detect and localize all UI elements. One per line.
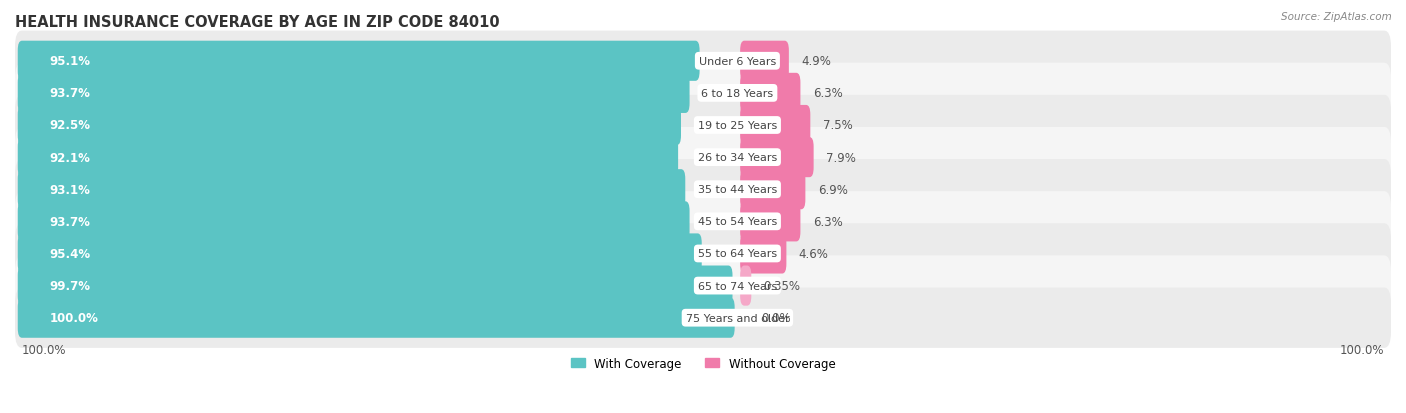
Text: 7.5%: 7.5% bbox=[823, 119, 852, 132]
Text: 26 to 34 Years: 26 to 34 Years bbox=[697, 153, 778, 163]
Text: 55 to 64 Years: 55 to 64 Years bbox=[697, 249, 778, 259]
Text: 0.0%: 0.0% bbox=[761, 311, 790, 325]
Text: 45 to 54 Years: 45 to 54 Years bbox=[697, 217, 778, 227]
FancyBboxPatch shape bbox=[18, 106, 681, 146]
FancyBboxPatch shape bbox=[740, 234, 786, 274]
FancyBboxPatch shape bbox=[15, 192, 1391, 252]
FancyBboxPatch shape bbox=[15, 64, 1391, 124]
Text: HEALTH INSURANCE COVERAGE BY AGE IN ZIP CODE 84010: HEALTH INSURANCE COVERAGE BY AGE IN ZIP … bbox=[15, 15, 499, 30]
Text: 93.7%: 93.7% bbox=[49, 87, 90, 100]
FancyBboxPatch shape bbox=[740, 202, 800, 242]
FancyBboxPatch shape bbox=[740, 138, 814, 178]
Text: Under 6 Years: Under 6 Years bbox=[699, 57, 776, 66]
FancyBboxPatch shape bbox=[740, 106, 810, 146]
Text: 92.5%: 92.5% bbox=[49, 119, 90, 132]
Text: 19 to 25 Years: 19 to 25 Years bbox=[697, 121, 778, 131]
Text: 4.6%: 4.6% bbox=[799, 247, 828, 260]
Text: 0.35%: 0.35% bbox=[763, 280, 800, 292]
Legend: With Coverage, Without Coverage: With Coverage, Without Coverage bbox=[565, 352, 841, 375]
FancyBboxPatch shape bbox=[18, 138, 678, 178]
Text: 6.3%: 6.3% bbox=[813, 215, 842, 228]
FancyBboxPatch shape bbox=[18, 74, 689, 114]
FancyBboxPatch shape bbox=[18, 42, 700, 82]
Text: 6 to 18 Years: 6 to 18 Years bbox=[702, 89, 773, 99]
FancyBboxPatch shape bbox=[15, 31, 1391, 92]
FancyBboxPatch shape bbox=[15, 95, 1391, 156]
FancyBboxPatch shape bbox=[15, 256, 1391, 316]
Text: 93.7%: 93.7% bbox=[49, 215, 90, 228]
FancyBboxPatch shape bbox=[15, 224, 1391, 284]
Text: 100.0%: 100.0% bbox=[22, 343, 66, 356]
Text: 6.3%: 6.3% bbox=[813, 87, 842, 100]
FancyBboxPatch shape bbox=[18, 202, 689, 242]
Text: Source: ZipAtlas.com: Source: ZipAtlas.com bbox=[1281, 12, 1392, 22]
Text: 92.1%: 92.1% bbox=[49, 151, 90, 164]
FancyBboxPatch shape bbox=[740, 42, 789, 82]
FancyBboxPatch shape bbox=[18, 266, 733, 306]
FancyBboxPatch shape bbox=[740, 266, 751, 306]
Text: 95.4%: 95.4% bbox=[49, 247, 90, 260]
Text: 4.9%: 4.9% bbox=[801, 55, 831, 68]
FancyBboxPatch shape bbox=[15, 160, 1391, 220]
Text: 7.9%: 7.9% bbox=[825, 151, 856, 164]
FancyBboxPatch shape bbox=[15, 128, 1391, 188]
Text: 99.7%: 99.7% bbox=[49, 280, 90, 292]
FancyBboxPatch shape bbox=[740, 74, 800, 114]
Text: 93.1%: 93.1% bbox=[49, 183, 90, 196]
Text: 95.1%: 95.1% bbox=[49, 55, 90, 68]
FancyBboxPatch shape bbox=[18, 170, 685, 210]
FancyBboxPatch shape bbox=[18, 298, 735, 338]
Text: 65 to 74 Years: 65 to 74 Years bbox=[697, 281, 778, 291]
Text: 6.9%: 6.9% bbox=[818, 183, 848, 196]
Text: 75 Years and older: 75 Years and older bbox=[686, 313, 789, 323]
Text: 100.0%: 100.0% bbox=[49, 311, 98, 325]
Text: 100.0%: 100.0% bbox=[1340, 343, 1384, 356]
FancyBboxPatch shape bbox=[740, 170, 806, 210]
Text: 35 to 44 Years: 35 to 44 Years bbox=[697, 185, 778, 195]
FancyBboxPatch shape bbox=[15, 288, 1391, 348]
FancyBboxPatch shape bbox=[18, 234, 702, 274]
